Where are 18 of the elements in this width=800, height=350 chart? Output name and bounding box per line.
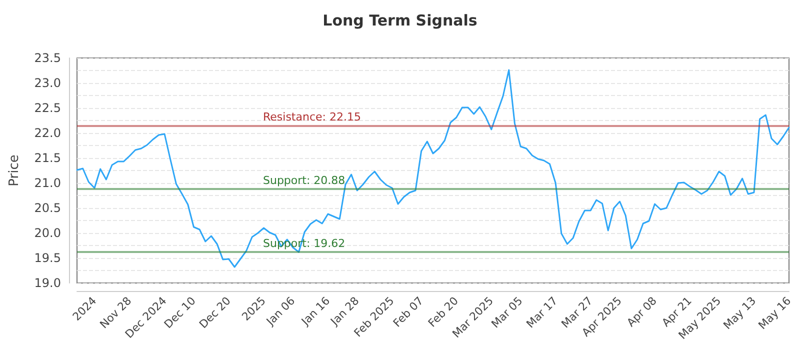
- text: 23.5: [34, 51, 61, 65]
- x-tick-label: Apr 08: [624, 294, 660, 330]
- text: 21.0: [34, 176, 61, 190]
- text: 20.0: [34, 226, 61, 240]
- x-tick-label: Jan 06: [263, 294, 298, 329]
- text: 22.0: [34, 126, 61, 140]
- text: 23.0: [34, 76, 61, 90]
- text: 20.5: [34, 201, 61, 215]
- x-tick-label: Dec 20: [196, 294, 234, 331]
- text: 22.5: [34, 101, 61, 115]
- ref-line-label: Resistance: 22.15: [263, 110, 361, 124]
- ref-line-label: Support: 20.88: [263, 174, 346, 187]
- text: 19.5: [34, 251, 61, 265]
- y-axis-title: Price: [7, 154, 22, 186]
- x-tick-label: Mar 17: [524, 294, 560, 331]
- chart-title: Long Term Signals: [322, 12, 478, 30]
- text: 19.0: [34, 276, 61, 290]
- text: 21.5: [34, 151, 61, 165]
